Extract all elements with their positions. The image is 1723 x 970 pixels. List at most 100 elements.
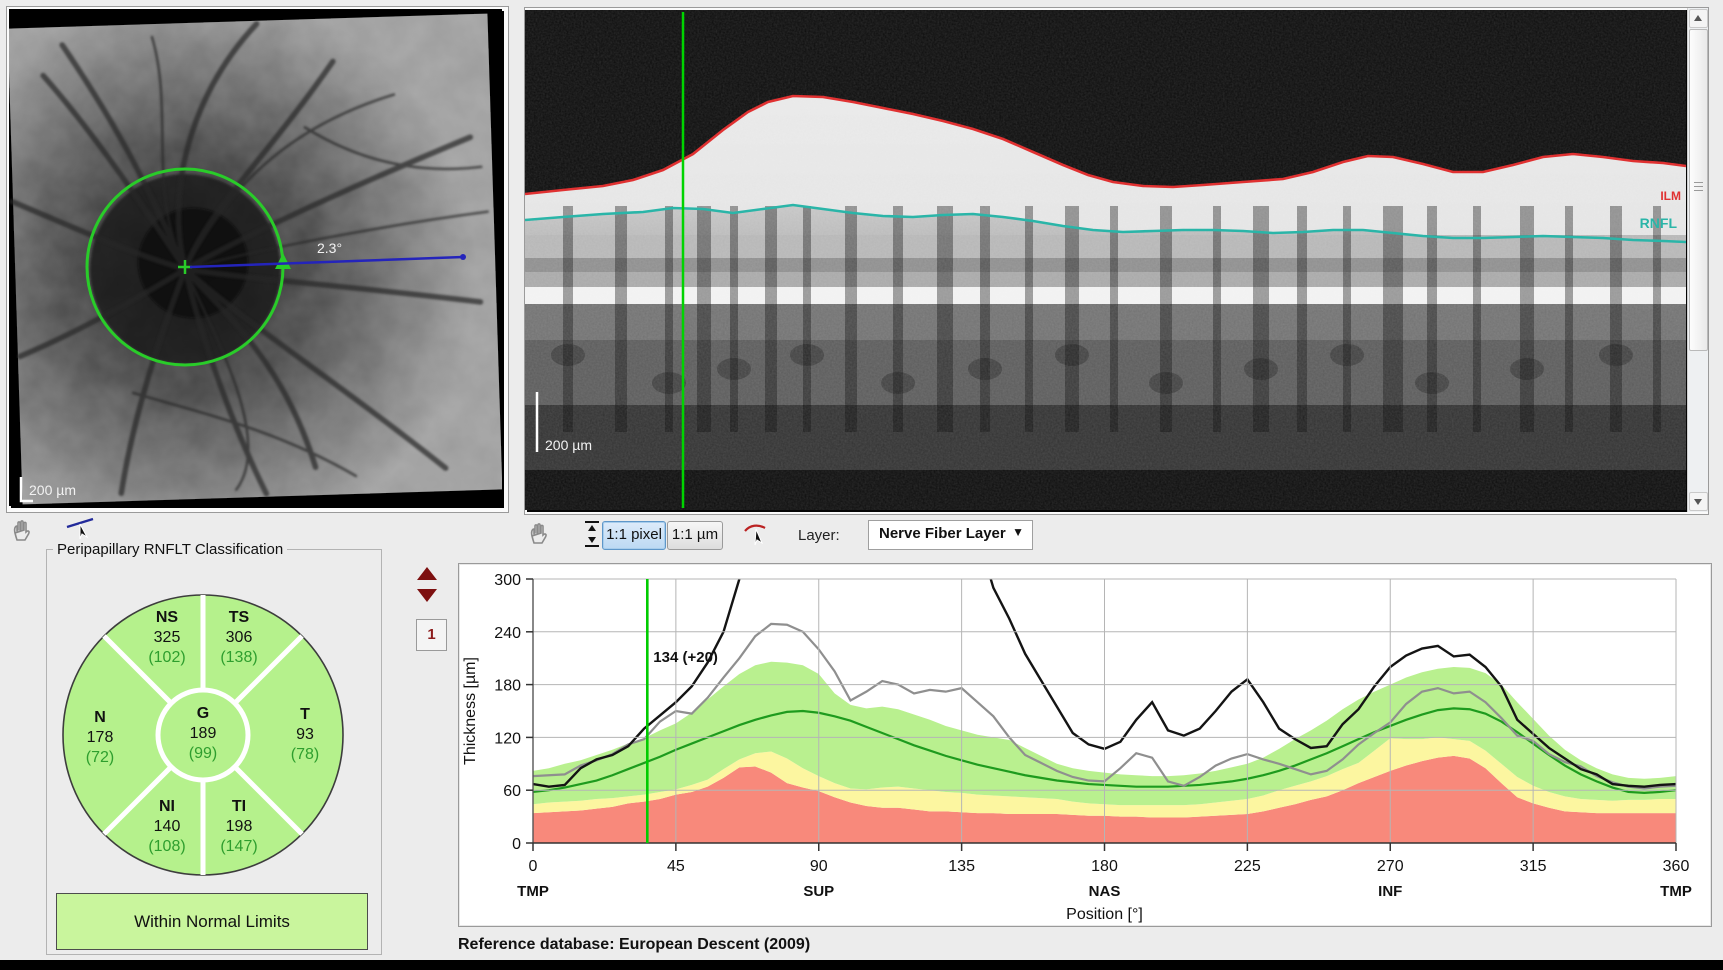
sector-divider bbox=[233, 765, 304, 836]
layer-label: Layer: bbox=[798, 527, 840, 544]
svg-text:T: T bbox=[300, 706, 310, 723]
sector-divider bbox=[233, 634, 304, 705]
svg-text:306: 306 bbox=[226, 629, 253, 646]
cursor-value-annotation: 134 (+20) bbox=[653, 649, 718, 666]
oct-bscan-panel[interactable]: 200 µm ILM RNFL bbox=[524, 7, 1709, 515]
svg-text:ILM: ILM bbox=[1660, 189, 1681, 203]
chevron-down-icon: ▼ bbox=[1012, 525, 1024, 539]
one-to-one-pixel-button[interactable]: 1:1 pixel bbox=[602, 521, 666, 550]
svg-text:(147): (147) bbox=[220, 838, 257, 855]
red-pointer-icon[interactable] bbox=[742, 521, 770, 547]
scan-number-box[interactable]: 1 bbox=[416, 619, 447, 651]
measure-icon[interactable] bbox=[64, 513, 98, 543]
svg-text:180: 180 bbox=[494, 678, 521, 695]
svg-text:90: 90 bbox=[810, 858, 828, 875]
svg-text:NAS: NAS bbox=[1089, 883, 1121, 900]
svg-text:INF: INF bbox=[1378, 883, 1402, 900]
classification-groupbox: Peripapillary RNFLT Classification bbox=[46, 541, 382, 955]
scale-bar bbox=[19, 477, 33, 503]
svg-text:(99): (99) bbox=[189, 745, 217, 762]
svg-text:TMP: TMP bbox=[1660, 883, 1692, 900]
svg-text:180: 180 bbox=[1091, 858, 1118, 875]
one-to-one-um-button[interactable]: 1:1 µm bbox=[667, 521, 723, 550]
oct-vertical-scrollbar[interactable] bbox=[1687, 8, 1708, 512]
svg-text:Position [°]: Position [°] bbox=[1066, 906, 1143, 923]
svg-text:178: 178 bbox=[87, 729, 114, 746]
layer-select[interactable]: Nerve Fiber Layer ▼ bbox=[868, 520, 1033, 550]
svg-text:200 µm: 200 µm bbox=[29, 482, 76, 498]
sector-NS: NS 325 (102) bbox=[148, 609, 185, 666]
svg-text:135: 135 bbox=[948, 858, 975, 875]
svg-text:(138): (138) bbox=[220, 649, 257, 666]
svg-text:(108): (108) bbox=[148, 838, 185, 855]
scan-center-cross-icon bbox=[178, 260, 192, 274]
svg-text:300: 300 bbox=[494, 572, 521, 589]
svg-text:225: 225 bbox=[1234, 858, 1261, 875]
classification-status-badge: Within Normal Limits bbox=[56, 893, 368, 950]
svg-text:SUP: SUP bbox=[803, 883, 834, 900]
svg-text:0: 0 bbox=[529, 858, 538, 875]
svg-text:(78): (78) bbox=[291, 746, 319, 763]
svg-text:(72): (72) bbox=[86, 749, 114, 766]
scrollbar-grip-icon bbox=[1694, 182, 1703, 192]
svg-text:325: 325 bbox=[154, 629, 181, 646]
reference-database-label: Reference database: European Descent (20… bbox=[458, 936, 811, 953]
svg-text:(102): (102) bbox=[148, 649, 185, 666]
fundus-image[interactable]: 2.3° 200 µm bbox=[9, 9, 502, 506]
svg-text:60: 60 bbox=[503, 783, 521, 800]
rnfl-profile-chart-panel: 0 60 120 180 240 300 0 45 90 135 180 225 270 315 360 TM… bbox=[458, 563, 1712, 927]
svg-text:0: 0 bbox=[512, 836, 521, 853]
hand-icon[interactable] bbox=[527, 522, 549, 546]
bottom-divider bbox=[0, 960, 1723, 970]
up-arrow-icon bbox=[1694, 15, 1702, 21]
svg-text:G: G bbox=[197, 705, 209, 722]
sector-NI: NI 140 (108) bbox=[148, 798, 185, 855]
rnfl-profile-chart[interactable]: 0 60 120 180 240 300 0 45 90 135 180 225 270 315 360 TM… bbox=[459, 564, 1709, 924]
svg-text:200 µm: 200 µm bbox=[545, 437, 592, 453]
angle-measure-line bbox=[189, 255, 464, 269]
ilm-segmentation-line bbox=[525, 94, 1686, 196]
sector-TI: TI 198 (147) bbox=[220, 798, 257, 855]
svg-text:N: N bbox=[94, 709, 106, 726]
rnfl-segmentation-line bbox=[525, 203, 1686, 244]
svg-text:NI: NI bbox=[159, 798, 175, 815]
svg-text:93: 93 bbox=[296, 726, 314, 743]
svg-text:NS: NS bbox=[156, 609, 179, 626]
sector-G: G 189 (99) bbox=[189, 705, 217, 762]
scrollbar-thumb[interactable] bbox=[1689, 29, 1708, 351]
global-sector-circle bbox=[155, 687, 251, 783]
svg-text:240: 240 bbox=[494, 625, 521, 642]
svg-text:140: 140 bbox=[154, 818, 181, 835]
svg-text:198: 198 bbox=[226, 818, 253, 835]
scrollbar-down-button[interactable] bbox=[1689, 492, 1708, 511]
sector-divider bbox=[102, 765, 173, 836]
svg-text:270: 270 bbox=[1377, 858, 1404, 875]
svg-text:120: 120 bbox=[494, 730, 521, 747]
svg-text:2.3°: 2.3° bbox=[317, 240, 342, 256]
svg-text:360: 360 bbox=[1663, 858, 1690, 875]
scrollbar-up-button[interactable] bbox=[1689, 9, 1708, 28]
svg-text:Thickness [µm]: Thickness [µm] bbox=[462, 657, 479, 765]
scan-up-button[interactable] bbox=[417, 567, 437, 580]
scan-down-button[interactable] bbox=[417, 589, 437, 602]
svg-text:RNFL: RNFL bbox=[1640, 215, 1678, 231]
svg-text:TS: TS bbox=[229, 609, 250, 626]
sector-TS: TS 306 (138) bbox=[220, 609, 257, 666]
layer-select-value: Nerve Fiber Layer bbox=[879, 525, 1006, 542]
sector-N: N 178 (72) bbox=[86, 709, 114, 766]
classification-title: Peripapillary RNFLT Classification bbox=[53, 541, 288, 558]
svg-text:TMP: TMP bbox=[517, 883, 549, 900]
down-arrow-icon bbox=[1694, 499, 1702, 505]
vertical-stretch-icon[interactable] bbox=[583, 520, 601, 548]
fundus-photo bbox=[9, 13, 502, 505]
rnflt-classification-wheel: NS 325 (102) TS 306 (138) N 178 (72) G 189 (99) T 93 (… bbox=[62, 594, 344, 876]
svg-text:189: 189 bbox=[190, 725, 217, 742]
fundus-image-panel[interactable]: 2.3° 200 µm bbox=[6, 6, 509, 513]
hand-icon[interactable] bbox=[10, 519, 32, 543]
oct-bscan-image[interactable]: 200 µm ILM RNFL bbox=[525, 10, 1686, 510]
svg-text:TI: TI bbox=[232, 798, 246, 815]
sector-divider bbox=[102, 634, 173, 705]
scan-direction-arrow-icon bbox=[275, 253, 291, 269]
svg-text:315: 315 bbox=[1520, 858, 1547, 875]
svg-text:45: 45 bbox=[667, 858, 685, 875]
